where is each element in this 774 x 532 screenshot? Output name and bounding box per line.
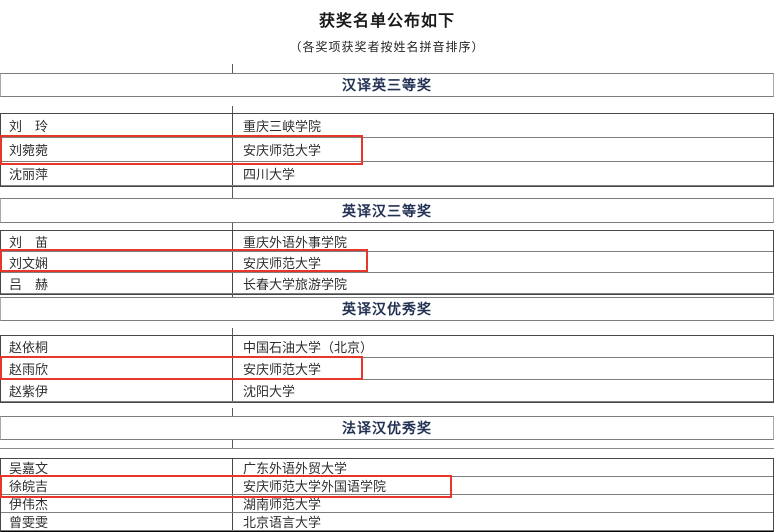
award-header: 英译汉三等奖 (0, 198, 774, 223)
winner-name: 吴嘉文 (1, 459, 233, 476)
winner-name: 沈丽萍 (1, 162, 233, 185)
winner-name: 吕 赫 (1, 273, 233, 293)
spacer-row (0, 64, 774, 73)
winner-name: 伊伟杰 (1, 495, 233, 512)
winner-school: 重庆三峡学院 (243, 119, 322, 134)
winner-name: 刘文娴 (1, 252, 233, 272)
column-divider-tick (232, 187, 233, 198)
winner-school: 重庆外语外事学院 (243, 234, 348, 250)
column-divider-tick (232, 328, 233, 335)
table-row: 刘菀菀 安庆师范大学 (1, 138, 773, 162)
award-section-yingyihan-excellence: 英译汉优秀奖 赵依桐 中国石油大学（北京） 赵雨欣 安庆师范大学 赵紫伊 沈阳大… (0, 295, 774, 403)
award-title: 英译汉优秀奖 (342, 301, 432, 317)
spacer-row (0, 440, 774, 449)
award-header: 英译汉优秀奖 (0, 297, 774, 321)
winner-name: 赵雨欣 (1, 358, 233, 379)
winner-school: 湖南师范大学 (243, 497, 322, 512)
winner-name: 赵依桐 (1, 336, 233, 357)
winner-school: 四川大学 (243, 167, 296, 182)
spacer-row (0, 321, 774, 335)
table-row: 赵依桐 中国石油大学（北京） (1, 336, 773, 358)
award-section-yingyihan-3rd: 英译汉三等奖 刘 苗 重庆外语外事学院 刘文娴 安庆师范大学 吕 赫 长春大学旅… (0, 187, 774, 295)
winner-school: 中国石油大学（北京） (243, 340, 374, 355)
winner-name: 曾雯雯 (1, 513, 233, 530)
spacer-row (0, 187, 774, 198)
table-row: 沈丽萍 四川大学 (1, 162, 773, 186)
winner-name: 赵紫伊 (1, 380, 233, 401)
award-header: 汉译英三等奖 (0, 73, 774, 97)
award-section-fayihan-excellence: 法译汉优秀奖 吴嘉文 广东外语外贸大学 徐皖吉 安庆师范大学外国语学院 伊伟杰 … (0, 408, 774, 532)
column-divider-tick (232, 106, 233, 113)
column-divider-tick (232, 223, 233, 230)
column-divider-tick (232, 408, 233, 416)
section-gap (0, 449, 774, 458)
winners-table: 刘 苗 重庆外语外事学院 刘文娴 安庆师范大学 吕 赫 长春大学旅游学院 (0, 230, 774, 295)
column-divider-tick (232, 295, 233, 297)
winners-table: 吴嘉文 广东外语外贸大学 徐皖吉 安庆师范大学外国语学院 伊伟杰 湖南师范大学 … (0, 458, 774, 532)
table-row: 徐皖吉 安庆师范大学外国语学院 (1, 477, 773, 495)
winner-school: 安庆师范大学 (243, 143, 322, 158)
winner-name: 刘 苗 (1, 231, 233, 251)
table-row: 吕 赫 长春大学旅游学院 (1, 273, 773, 294)
winners-table: 赵依桐 中国石油大学（北京） 赵雨欣 安庆师范大学 赵紫伊 沈阳大学 (0, 335, 774, 403)
award-title: 英译汉三等奖 (342, 202, 432, 219)
spacer-row (0, 223, 774, 230)
award-title: 法译汉优秀奖 (342, 420, 432, 436)
winner-school: 安庆师范大学 (243, 255, 322, 271)
table-row: 刘 苗 重庆外语外事学院 (1, 231, 773, 252)
page-subtitle: （各奖项获奖者按姓名拼音排序） (289, 40, 485, 54)
winner-school: 长春大学旅游学院 (243, 276, 348, 292)
spacer-row (0, 408, 774, 416)
award-header: 法译汉优秀奖 (0, 416, 774, 440)
winner-name: 刘菀菀 (1, 138, 233, 161)
table-row: 伊伟杰 湖南师范大学 (1, 495, 773, 513)
column-divider-tick (232, 64, 233, 73)
table-row: 刘 玲 重庆三峡学院 (1, 114, 773, 138)
winner-school: 安庆师范大学外国语学院 (243, 479, 387, 494)
table-row: 曾雯雯 北京语言大学 (1, 513, 773, 531)
table-row: 赵雨欣 安庆师范大学 (1, 358, 773, 380)
spacer-row (0, 295, 774, 297)
spacer-row (0, 97, 774, 113)
winner-school: 北京语言大学 (243, 515, 322, 530)
winner-name: 刘 玲 (1, 114, 233, 137)
award-title: 汉译英三等奖 (342, 77, 432, 93)
column-divider-tick (232, 440, 233, 448)
table-row: 刘文娴 安庆师范大学 (1, 252, 773, 273)
winner-school: 广东外语外贸大学 (243, 461, 348, 476)
table-row: 赵紫伊 沈阳大学 (1, 380, 773, 402)
table-row: 吴嘉文 广东外语外贸大学 (1, 459, 773, 477)
page-title: 获奖名单公布如下 (318, 13, 455, 30)
winner-name: 徐皖吉 (1, 477, 233, 494)
winners-table: 刘 玲 重庆三峡学院 刘菀菀 安庆师范大学 沈丽萍 四川大学 (0, 113, 774, 187)
award-section-hanyiying-3rd: 汉译英三等奖 刘 玲 重庆三峡学院 刘菀菀 安庆师范大学 沈丽萍 四川大学 (0, 64, 774, 187)
winner-school: 沈阳大学 (243, 384, 296, 399)
winner-school: 安庆师范大学 (243, 362, 322, 377)
